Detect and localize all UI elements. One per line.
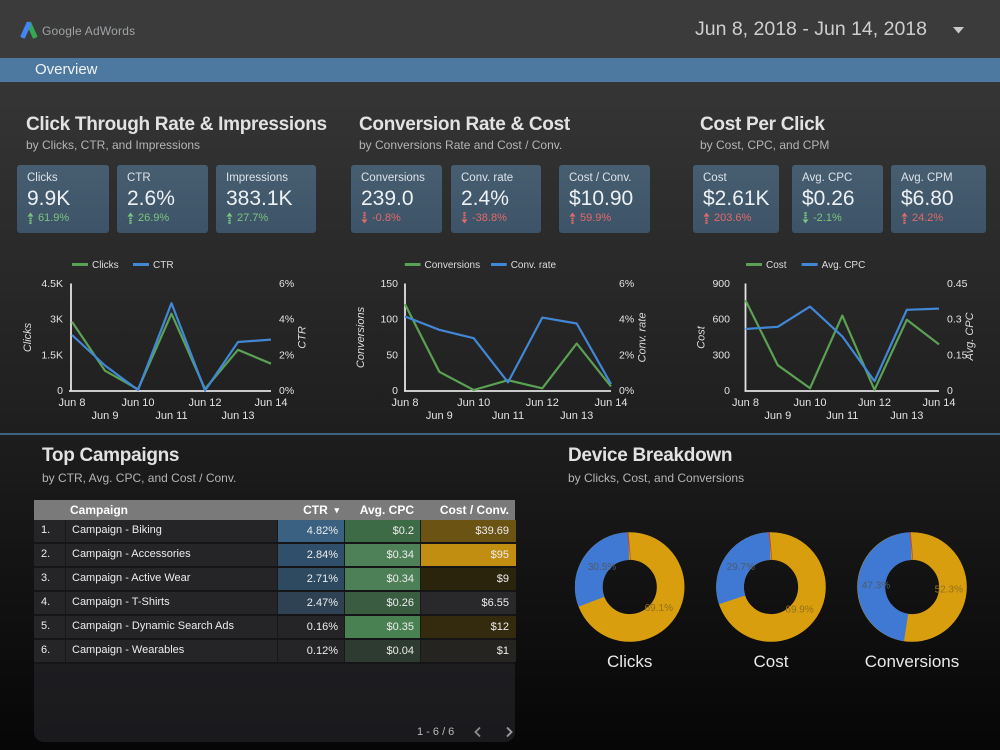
svg-text:Jun 12: Jun 12 <box>526 397 559 409</box>
svg-text:Clicks: Clicks <box>607 652 652 671</box>
svg-text:2%: 2% <box>619 349 634 361</box>
svg-text:Jun 12: Jun 12 <box>188 397 221 409</box>
svg-text:Avg. CPC: Avg. CPC <box>964 312 976 361</box>
svg-text:0%: 0% <box>279 385 294 397</box>
svg-text:Conv. rate: Conv. rate <box>511 260 557 271</box>
svg-text:CTR: CTR <box>153 260 174 271</box>
svg-text:Cost: Cost <box>754 652 789 671</box>
svg-text:2%: 2% <box>279 349 294 361</box>
svg-text:Jun 10: Jun 10 <box>457 397 490 409</box>
svg-text:Jun 9: Jun 9 <box>426 410 453 422</box>
svg-text:4%: 4% <box>279 314 294 326</box>
svg-text:Jun 13: Jun 13 <box>221 410 254 422</box>
svg-text:69.1%: 69.1% <box>645 603 673 614</box>
svg-text:29.7%: 29.7% <box>727 562 755 573</box>
svg-text:Clicks: Clicks <box>92 260 119 271</box>
svg-text:Jun 8: Jun 8 <box>392 397 419 409</box>
svg-text:Jun 8: Jun 8 <box>59 397 86 409</box>
svg-text:0.45: 0.45 <box>947 278 968 290</box>
svg-text:Jun 9: Jun 9 <box>764 410 791 422</box>
svg-text:Conversions: Conversions <box>865 652 960 671</box>
svg-text:Jun 13: Jun 13 <box>890 410 923 422</box>
svg-text:6%: 6% <box>279 278 294 290</box>
svg-text:600: 600 <box>712 314 730 326</box>
svg-text:Jun 9: Jun 9 <box>92 410 119 422</box>
svg-text:Jun 13: Jun 13 <box>560 410 593 422</box>
svg-text:0: 0 <box>57 385 63 397</box>
svg-text:Jun 10: Jun 10 <box>793 397 826 409</box>
svg-text:Jun 11: Jun 11 <box>492 410 524 422</box>
svg-text:69.9%: 69.9% <box>785 604 813 615</box>
svg-text:0%: 0% <box>619 385 634 397</box>
svg-text:Conv. rate: Conv. rate <box>637 313 649 363</box>
svg-text:4.5K: 4.5K <box>41 278 63 290</box>
svg-text:Jun 11: Jun 11 <box>155 410 187 422</box>
svg-text:6%: 6% <box>619 278 634 290</box>
svg-text:Jun 14: Jun 14 <box>254 397 287 409</box>
svg-text:Clicks: Clicks <box>22 322 34 352</box>
svg-text:Jun 12: Jun 12 <box>858 397 891 409</box>
svg-text:47.3%: 47.3% <box>862 581 890 592</box>
svg-text:Jun 14: Jun 14 <box>594 397 627 409</box>
svg-text:Conversions: Conversions <box>425 260 481 271</box>
svg-text:1.5K: 1.5K <box>41 349 63 361</box>
svg-text:Jun 14: Jun 14 <box>922 397 955 409</box>
svg-text:0.3: 0.3 <box>947 314 962 326</box>
svg-text:900: 900 <box>712 278 730 290</box>
svg-text:100: 100 <box>380 314 398 326</box>
svg-text:Jun 10: Jun 10 <box>121 397 154 409</box>
svg-text:150: 150 <box>380 278 398 290</box>
svg-text:Jun 11: Jun 11 <box>826 410 858 422</box>
svg-text:Conversions: Conversions <box>355 306 367 368</box>
svg-text:0: 0 <box>947 385 953 397</box>
svg-text:3K: 3K <box>50 314 63 326</box>
svg-text:52.3%: 52.3% <box>935 585 963 596</box>
svg-text:Cost: Cost <box>696 325 708 349</box>
svg-text:Avg. CPC: Avg. CPC <box>822 260 866 271</box>
svg-text:300: 300 <box>712 349 730 361</box>
svg-text:0: 0 <box>724 385 730 397</box>
svg-text:Jun 8: Jun 8 <box>732 397 759 409</box>
svg-text:50: 50 <box>386 349 398 361</box>
svg-text:0.15: 0.15 <box>947 349 968 361</box>
svg-text:CTR: CTR <box>297 326 309 349</box>
svg-text:0: 0 <box>392 385 398 397</box>
svg-text:30.5%: 30.5% <box>588 562 616 573</box>
svg-text:Cost: Cost <box>766 260 787 271</box>
svg-text:4%: 4% <box>619 314 634 326</box>
